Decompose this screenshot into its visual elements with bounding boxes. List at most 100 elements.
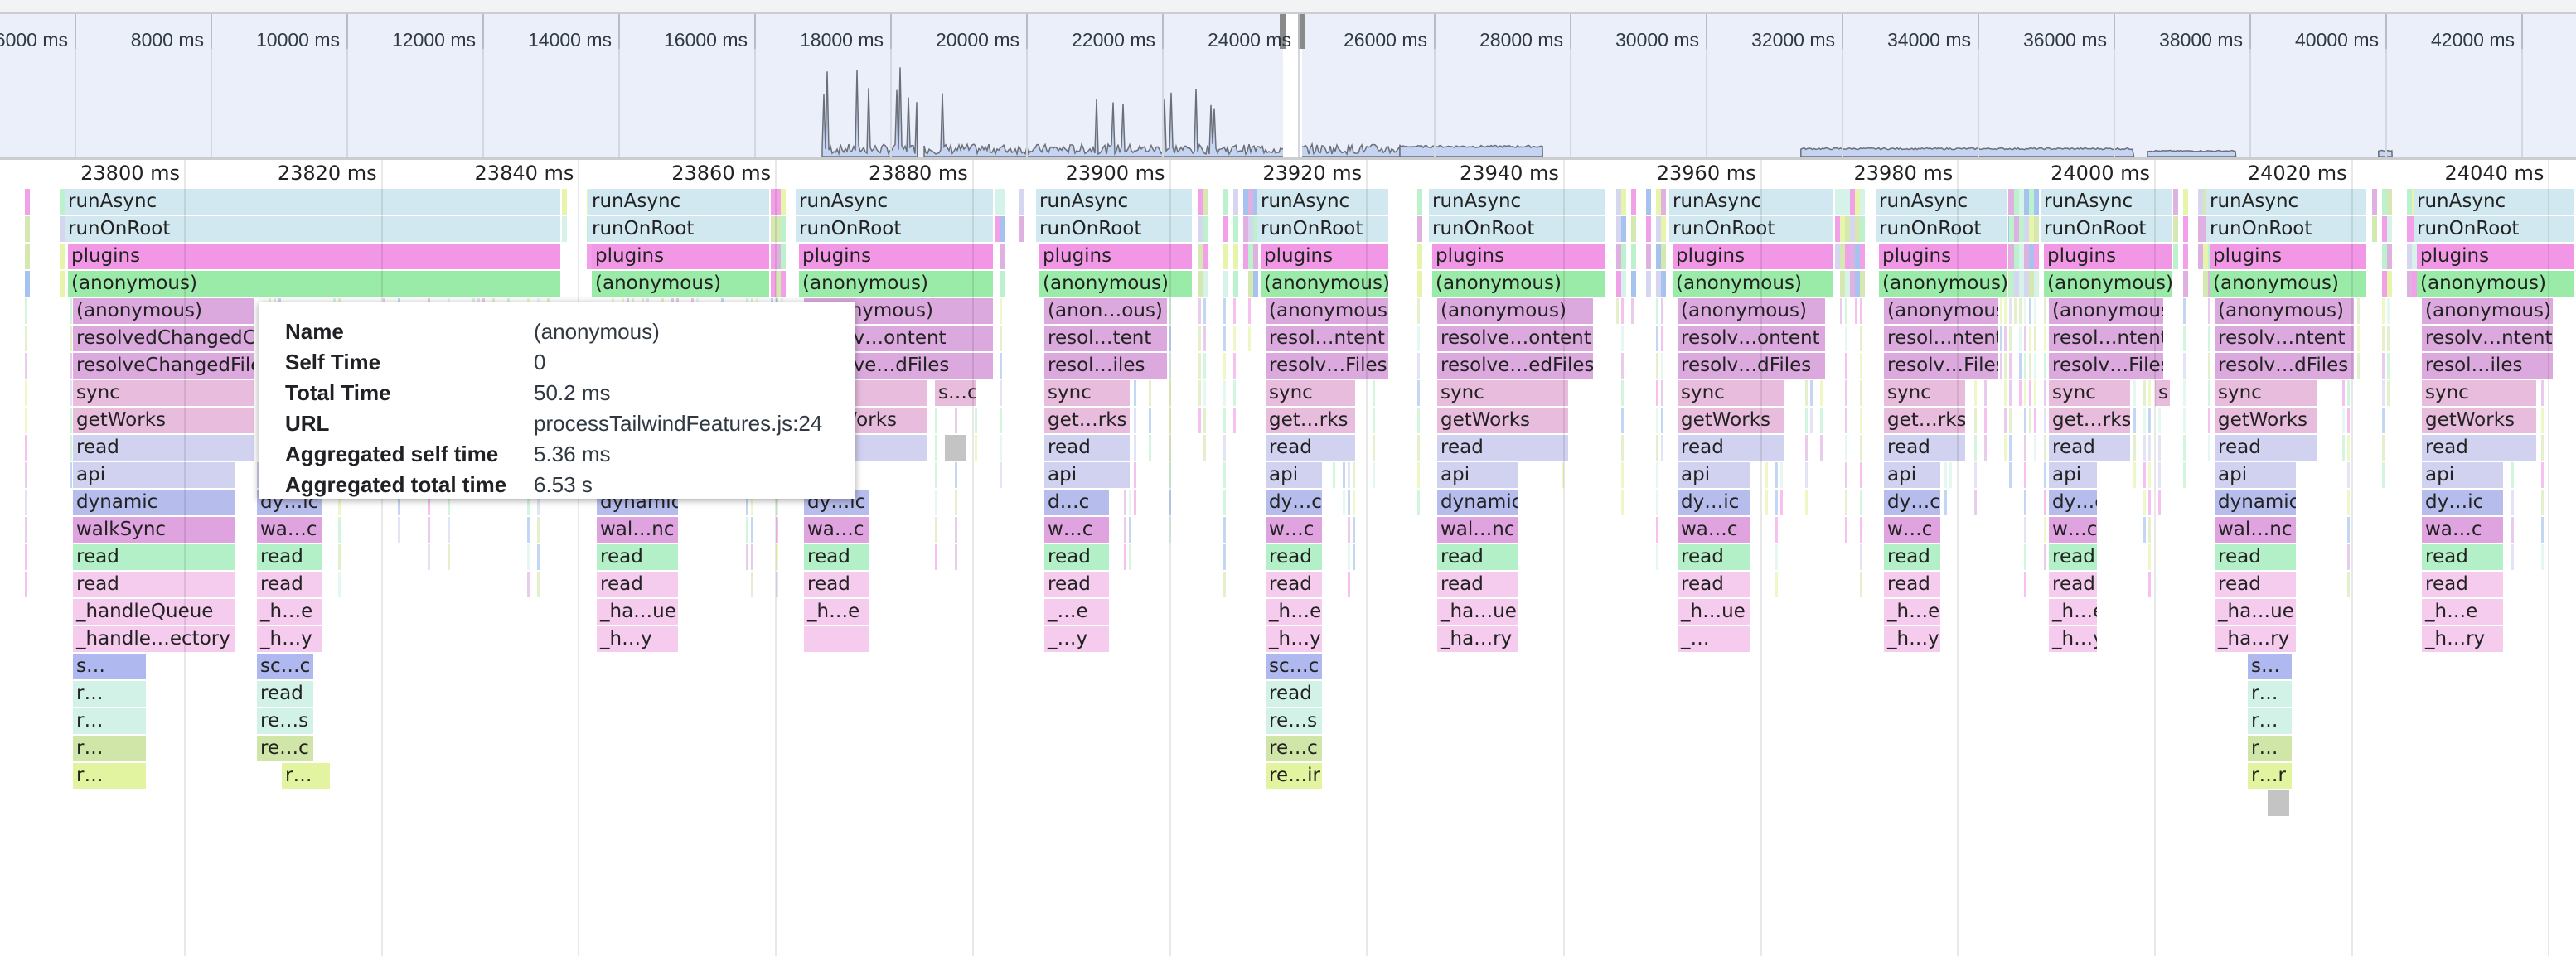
flame-sliver[interactable] — [1169, 326, 1171, 351]
flame-sliver[interactable] — [1656, 462, 1658, 488]
flame-sliver[interactable] — [2387, 271, 2392, 297]
flame-sliver[interactable] — [1631, 216, 1636, 242]
flame-sliver[interactable] — [2009, 298, 2012, 324]
flame-sliver[interactable] — [448, 490, 450, 515]
flame-sliver[interactable] — [2541, 435, 2544, 461]
flame-sliver[interactable] — [1850, 244, 1855, 269]
flame-sliver[interactable] — [2024, 189, 2029, 215]
flame-sliver[interactable] — [955, 490, 957, 515]
flame-frame[interactable]: r… — [2248, 708, 2293, 734]
flame-sliver[interactable] — [1203, 216, 1208, 242]
flame-frame[interactable]: (anonymous) — [592, 271, 771, 297]
flame-sliver[interactable] — [2143, 490, 2146, 515]
flame-sliver[interactable] — [1233, 244, 1238, 269]
flame-sliver[interactable] — [746, 544, 748, 570]
flame-sliver[interactable] — [2024, 408, 2026, 433]
flame-sliver[interactable] — [2342, 408, 2345, 433]
flame-sliver[interactable] — [25, 462, 27, 488]
flame-sliver[interactable] — [527, 544, 530, 570]
flame-sliver[interactable] — [2382, 380, 2385, 406]
flame-sliver[interactable] — [1835, 244, 1840, 269]
flame-frame[interactable]: runOnRoot — [1429, 216, 1607, 242]
flame-sliver[interactable] — [1840, 189, 1845, 215]
flame-sliver[interactable] — [1203, 271, 1208, 297]
flame-sliver[interactable] — [1780, 462, 1783, 488]
flame-sliver[interactable] — [1000, 216, 1005, 242]
flame-frame[interactable]: plugins — [2044, 244, 2173, 269]
flame-sliver[interactable] — [1134, 490, 1136, 515]
flame-sliver[interactable] — [1850, 271, 1855, 297]
flame-sliver[interactable] — [1845, 462, 1847, 488]
flame-sliver[interactable] — [2044, 517, 2046, 543]
flame-sliver[interactable] — [2009, 244, 2014, 269]
flame-sliver[interactable] — [1810, 380, 1813, 406]
flame-sliver[interactable] — [2382, 189, 2387, 215]
flame-sliver[interactable] — [1373, 380, 1375, 406]
flame-sliver[interactable] — [751, 517, 753, 543]
flame-sliver[interactable] — [2024, 435, 2026, 461]
flame-frame[interactable]: sync — [73, 380, 255, 406]
flame-frame[interactable]: w…c — [1884, 517, 1942, 543]
flame-frame[interactable]: _h…e — [257, 599, 323, 625]
flame-sliver[interactable] — [2044, 298, 2046, 324]
flame-frame[interactable]: read — [2049, 544, 2099, 570]
flame-sliver[interactable] — [1835, 189, 1840, 215]
flame-sliver[interactable] — [1253, 271, 1258, 297]
flame-sliver[interactable] — [1233, 298, 1236, 324]
flame-frame[interactable]: _ha…ue — [2215, 599, 2298, 625]
flame-frame[interactable] — [804, 626, 870, 652]
flame-sliver[interactable] — [70, 326, 72, 351]
flame-frame-idle[interactable] — [2268, 790, 2291, 816]
flame-frame[interactable]: read — [73, 544, 237, 570]
flame-sliver[interactable] — [70, 380, 72, 406]
flame-sliver[interactable] — [1974, 462, 1977, 488]
flame-sliver[interactable] — [1373, 462, 1375, 488]
flame-frame[interactable]: wal…nc — [1437, 517, 1520, 543]
flame-sliver[interactable] — [1775, 572, 1778, 597]
flame-sliver[interactable] — [2034, 271, 2039, 297]
flame-sliver[interactable] — [1000, 271, 1005, 297]
flame-frame[interactable]: read — [1044, 572, 1111, 597]
flame-sliver[interactable] — [428, 544, 430, 570]
flame-sliver[interactable] — [1860, 298, 1862, 324]
flame-frame[interactable]: runOnRoot — [2414, 216, 2576, 242]
flame-sliver[interactable] — [2029, 244, 2034, 269]
flame-sliver[interactable] — [1233, 408, 1236, 433]
flame-sliver[interactable] — [1661, 353, 1663, 379]
flame-sliver[interactable] — [1198, 271, 1203, 297]
flame-sliver[interactable] — [2387, 216, 2392, 242]
flame-sliver[interactable] — [1621, 462, 1624, 488]
flame-sliver[interactable] — [1835, 216, 1840, 242]
flame-sliver[interactable] — [2158, 408, 2161, 433]
flame-frame[interactable]: wal…nc — [2215, 517, 2298, 543]
flame-frame[interactable]: plugins — [1432, 244, 1607, 269]
flame-sliver[interactable] — [1805, 380, 1808, 406]
flame-sliver[interactable] — [1621, 271, 1626, 297]
flame-frame[interactable]: resolve…ontent — [1437, 326, 1595, 351]
flame-sliver[interactable] — [1248, 189, 1253, 215]
flame-frame[interactable]: r… — [2248, 681, 2293, 707]
flame-sliver[interactable] — [2009, 271, 2014, 297]
flame-sliver[interactable] — [2148, 462, 2151, 488]
flame-sliver[interactable] — [1860, 462, 1862, 488]
flame-sliver[interactable] — [2173, 189, 2178, 215]
flame-sliver[interactable] — [1129, 517, 1131, 543]
flame-sliver[interactable] — [2133, 380, 2136, 406]
flame-sliver[interactable] — [1223, 326, 1226, 351]
flame-frame[interactable]: dynamic — [2215, 490, 2298, 515]
flame-frame[interactable]: read — [2049, 435, 2132, 461]
flame-sliver[interactable] — [2183, 435, 2186, 461]
flame-sliver[interactable] — [1223, 408, 1226, 433]
flame-sliver[interactable] — [587, 244, 592, 269]
flame-sliver[interactable] — [1775, 462, 1778, 488]
flame-sliver[interactable] — [562, 189, 567, 215]
flame-sliver[interactable] — [1198, 408, 1201, 433]
flame-sliver[interactable] — [1417, 408, 1420, 433]
flame-sliver[interactable] — [1631, 244, 1636, 269]
timeline-overview[interactable]: 6000 ms 8000 ms 10000 ms 12000 ms 14000 ms 16… — [0, 14, 2576, 157]
flame-sliver[interactable] — [2143, 435, 2146, 461]
flame-sliver[interactable] — [1810, 408, 1813, 433]
flame-sliver[interactable] — [2382, 408, 2385, 433]
flame-frame[interactable]: _h…y — [2049, 626, 2099, 652]
flame-frame[interactable]: runOnRoot — [796, 216, 995, 242]
